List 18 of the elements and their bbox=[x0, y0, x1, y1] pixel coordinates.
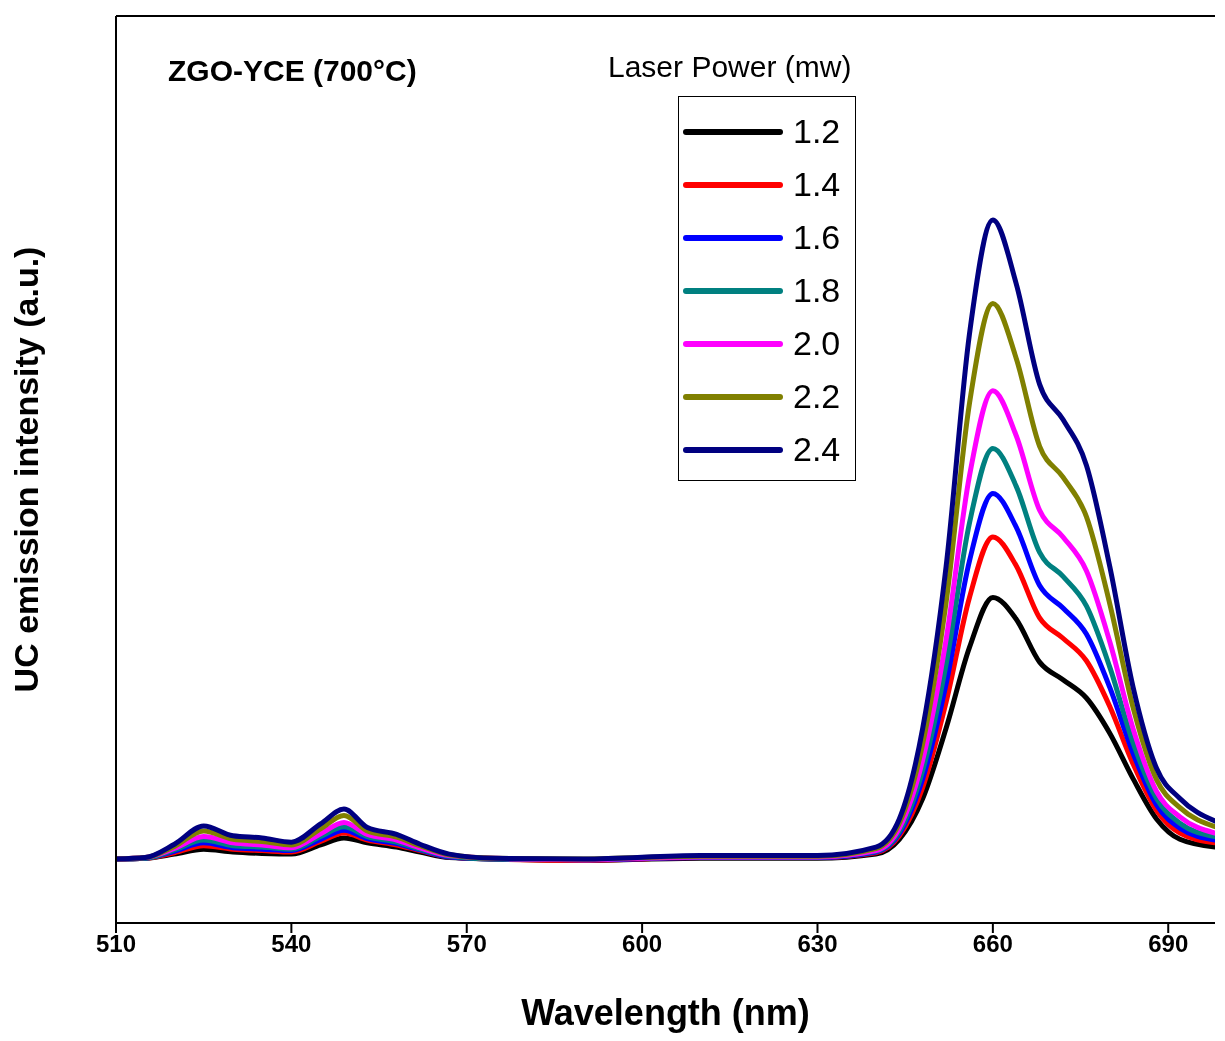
legend-label: 1.4 bbox=[793, 165, 841, 204]
x-tick-label: 510 bbox=[95, 930, 137, 958]
legend-label: 2.0 bbox=[793, 324, 841, 363]
y-axis-title: UC emission intensity (a.u.) bbox=[7, 246, 46, 693]
chart-title: ZGO-YCE (700°C) bbox=[168, 54, 417, 88]
x-tick-label: 570 bbox=[446, 930, 487, 958]
legend-title: Laser Power (mw) bbox=[608, 50, 853, 84]
legend-label: 1.8 bbox=[793, 271, 841, 310]
legend-label: 1.6 bbox=[793, 218, 841, 257]
legend-label: 1.2 bbox=[793, 112, 841, 151]
x-tick-label: 540 bbox=[271, 930, 312, 958]
legend-label: 2.2 bbox=[793, 377, 841, 416]
x-tick-label: 660 bbox=[972, 930, 1013, 958]
legend-label: 2.4 bbox=[793, 430, 841, 469]
x-tick-label: 690 bbox=[1148, 930, 1189, 958]
x-tick-label: 630 bbox=[797, 930, 838, 958]
x-tick-label: 600 bbox=[622, 930, 663, 958]
x-axis-title: Wavelength (nm) bbox=[521, 992, 810, 1033]
